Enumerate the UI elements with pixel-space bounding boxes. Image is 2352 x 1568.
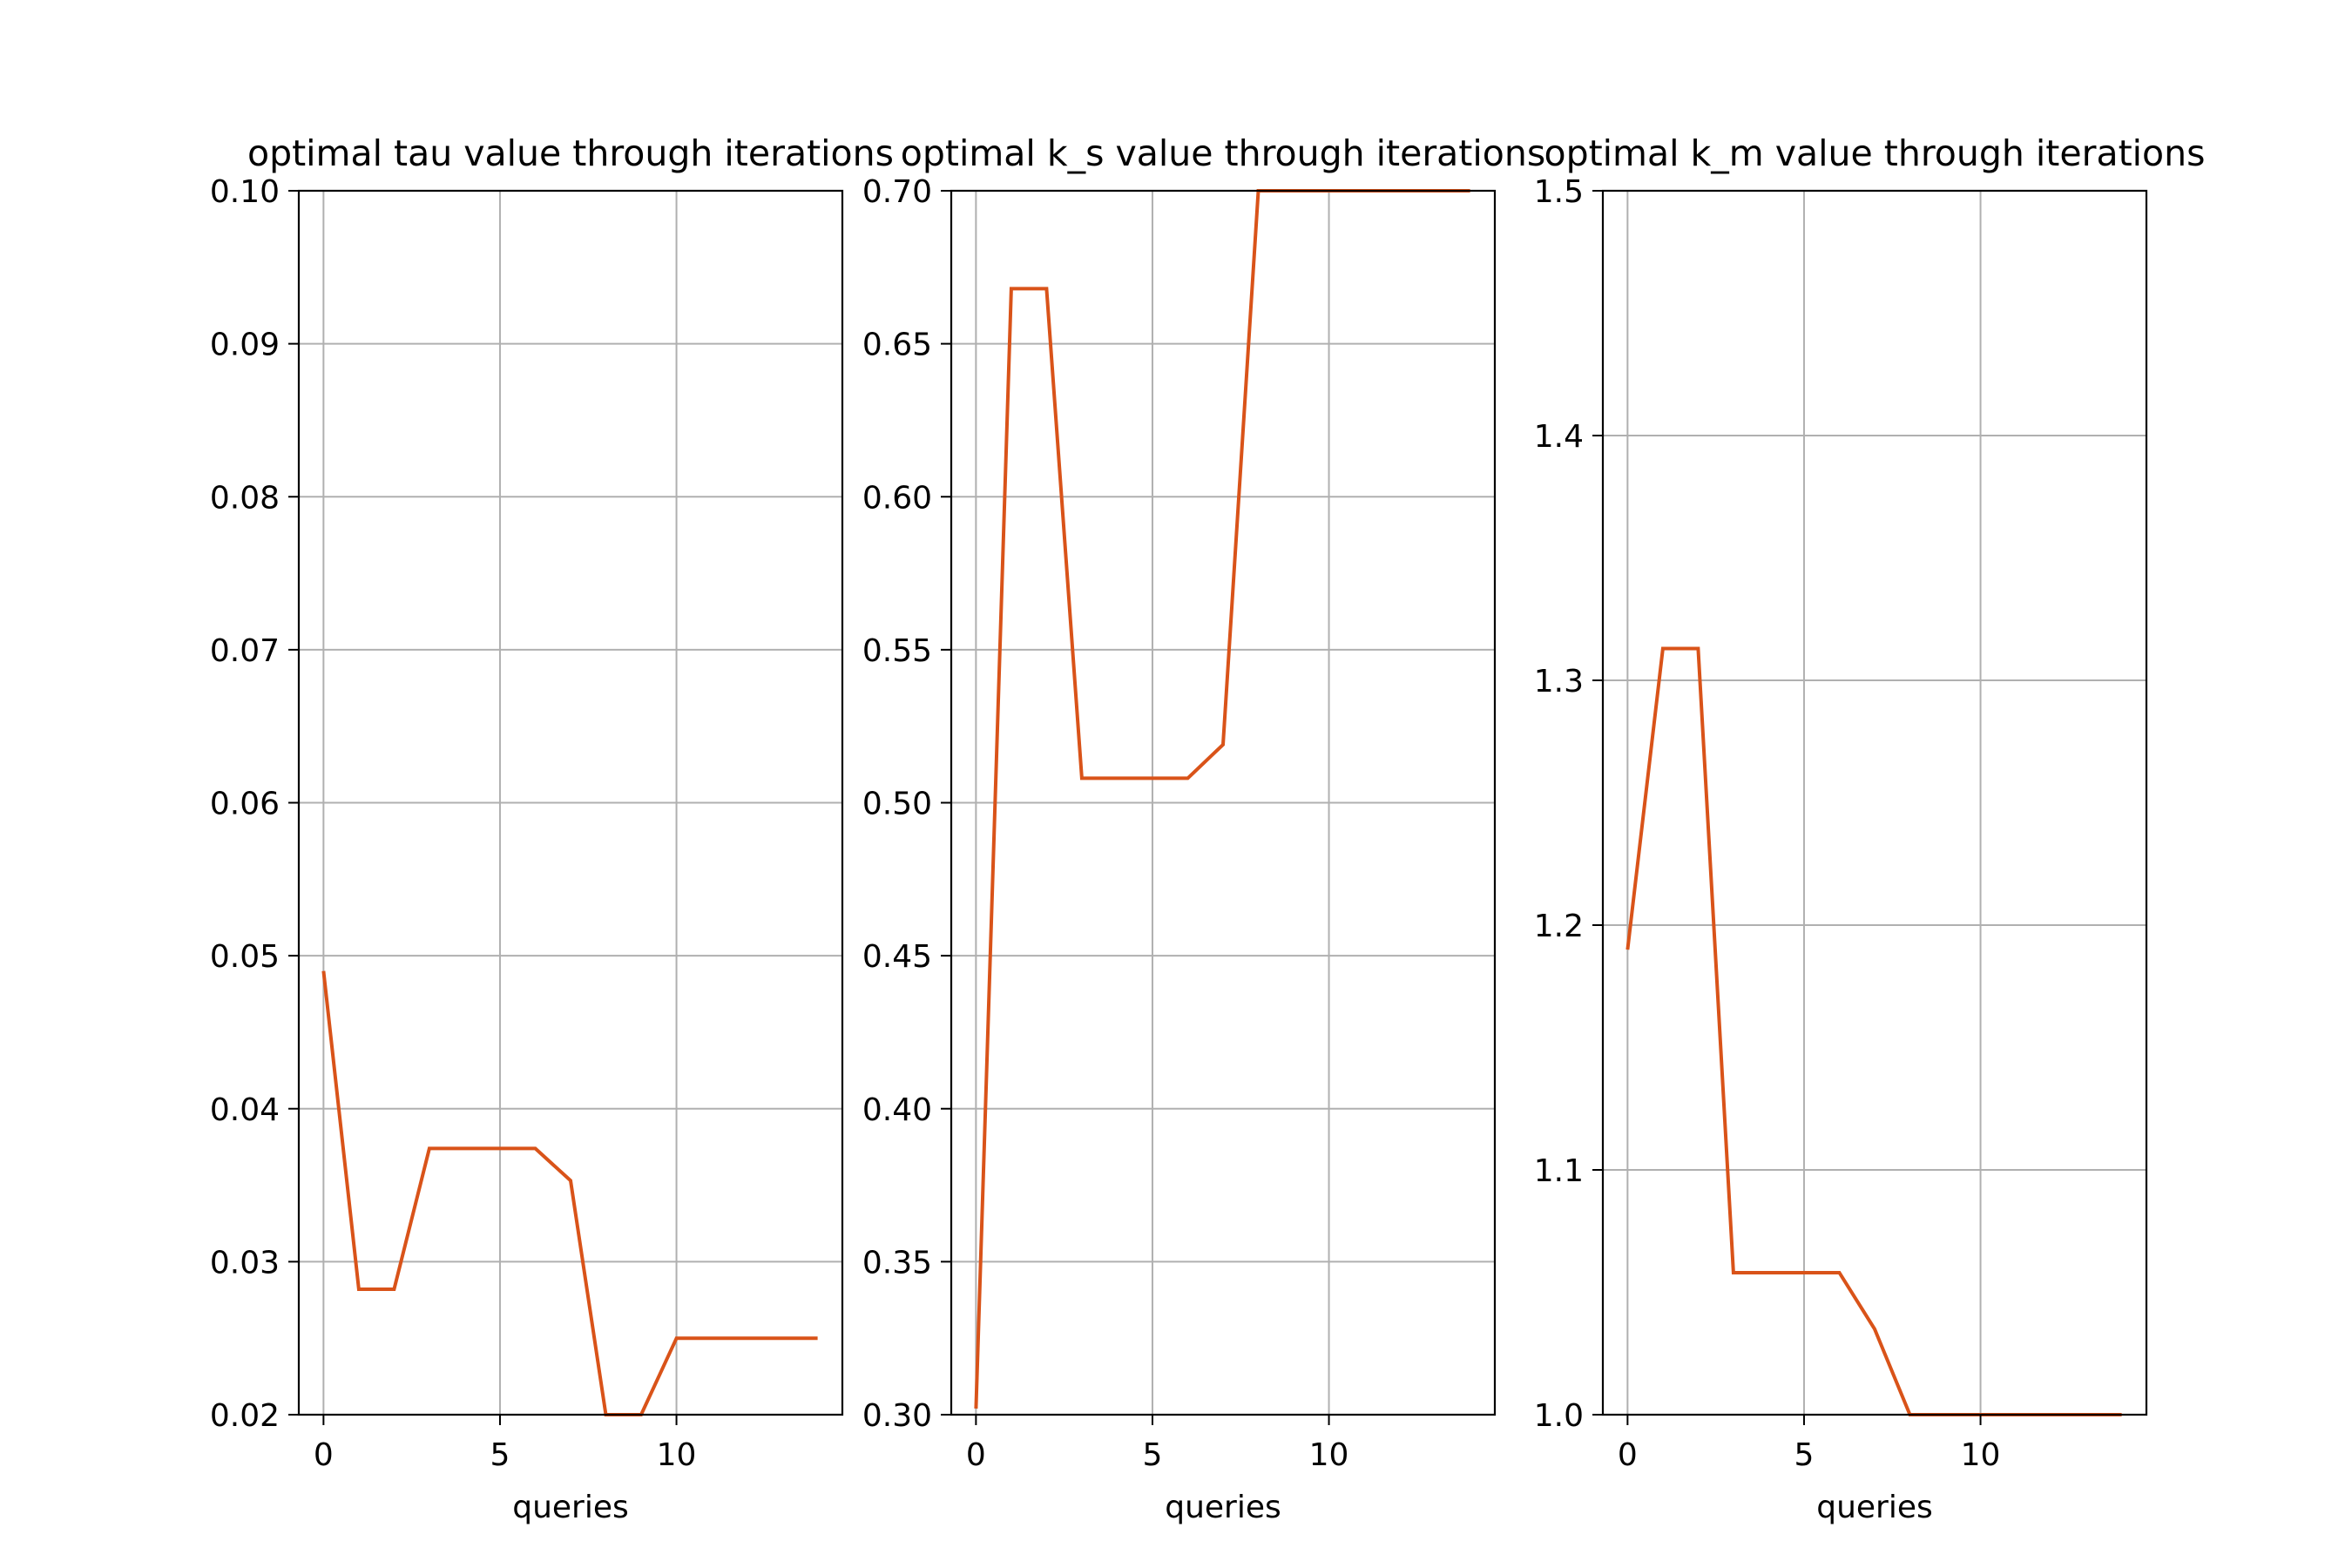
- k-s-y-tick-label: 0.30: [862, 1398, 932, 1434]
- k-s-y-tick-label: 0.45: [862, 939, 932, 975]
- k-s-y-tick-label: 0.40: [862, 1092, 932, 1128]
- k-s-y-tick-label: 0.65: [862, 328, 932, 363]
- tau-y-tick-label: 0.07: [210, 633, 280, 669]
- k-s-y-tick-label: 0.35: [862, 1245, 932, 1281]
- k-m-x-tick-label: 5: [1794, 1437, 1815, 1473]
- tau-series: [321, 970, 818, 1416]
- k-m-axes-frame: [1601, 189, 2148, 1416]
- k-m-chart-title: optimal k_m value through iterations: [1544, 132, 2205, 174]
- k-s-chart-title: optimal k_s value through iterations: [901, 132, 1545, 174]
- tau-y-tick-label: 0.09: [210, 328, 280, 363]
- k-m-ticks: 0 5 10 1.0 1.1 1.2 1.3 1.4 1.5: [1534, 174, 2001, 1473]
- k-m-x-tick-label: 0: [1618, 1437, 1638, 1473]
- k-m-y-tick-label: 1.4: [1534, 419, 1584, 455]
- k-s-y-tick-label: 0.55: [862, 633, 932, 669]
- tau-series-line: [321, 970, 818, 1416]
- k-s-panel: 0 5 10 0.30 0.35 0.40 0.45 0.50 0.55 0.60 0.65 0.70…: [862, 132, 1545, 1525]
- tau-y-tick-label: 0.02: [210, 1398, 280, 1434]
- k-m-x-tick-label: 10: [1961, 1437, 2001, 1473]
- tau-chart-title: optimal tau value through iterations: [247, 132, 894, 174]
- k-s-x-tick-label: 5: [1143, 1437, 1163, 1473]
- tau-y-tick-label: 0.08: [210, 480, 280, 516]
- k-s-ticks: 0 5 10 0.30 0.35 0.40 0.45 0.50 0.55 0.60 0.65 0.70: [862, 174, 1349, 1473]
- k-m-y-tick-label: 1.1: [1534, 1153, 1584, 1189]
- k-m-panel: 0 5 10 1.0 1.1 1.2 1.3 1.4 1.5 optimal k_m value…: [1534, 132, 2206, 1525]
- tau-x-tick-label: 0: [314, 1437, 334, 1473]
- tau-y-tick-label: 0.04: [210, 1092, 280, 1128]
- k-s-x-tick-label: 10: [1309, 1437, 1349, 1473]
- tau-x-tick-label: 10: [657, 1437, 697, 1473]
- k-m-y-tick-label: 1.3: [1534, 664, 1584, 700]
- k-s-y-tick-label: 0.60: [862, 480, 932, 516]
- k-s-x-axis-label: queries: [1165, 1490, 1281, 1525]
- k-m-y-tick-label: 1.5: [1534, 174, 1584, 210]
- k-m-y-tick-label: 1.2: [1534, 909, 1584, 944]
- tau-panel: 0 5 10 0.02 0.03 0.04 0.05 0.06 0.07 0.08 0.09 0.10…: [210, 132, 894, 1525]
- tau-x-axis-label: queries: [512, 1490, 629, 1525]
- k-m-y-tick-label: 1.0: [1534, 1398, 1584, 1434]
- tau-y-tick-label: 0.06: [210, 787, 280, 822]
- tau-y-tick-label: 0.03: [210, 1245, 280, 1281]
- tau-y-tick-label: 0.10: [210, 174, 280, 210]
- k-s-y-tick-label: 0.50: [862, 787, 932, 822]
- k-m-x-axis-label: queries: [1816, 1490, 1933, 1525]
- tau-y-tick-label: 0.05: [210, 939, 280, 975]
- tau-x-tick-label: 5: [490, 1437, 510, 1473]
- k-s-y-tick-label: 0.70: [862, 174, 932, 210]
- k-s-x-tick-label: 0: [966, 1437, 986, 1473]
- tau-ticks: 0 5 10 0.02 0.03 0.04 0.05 0.06 0.07 0.08 0.09 0.10: [210, 174, 697, 1473]
